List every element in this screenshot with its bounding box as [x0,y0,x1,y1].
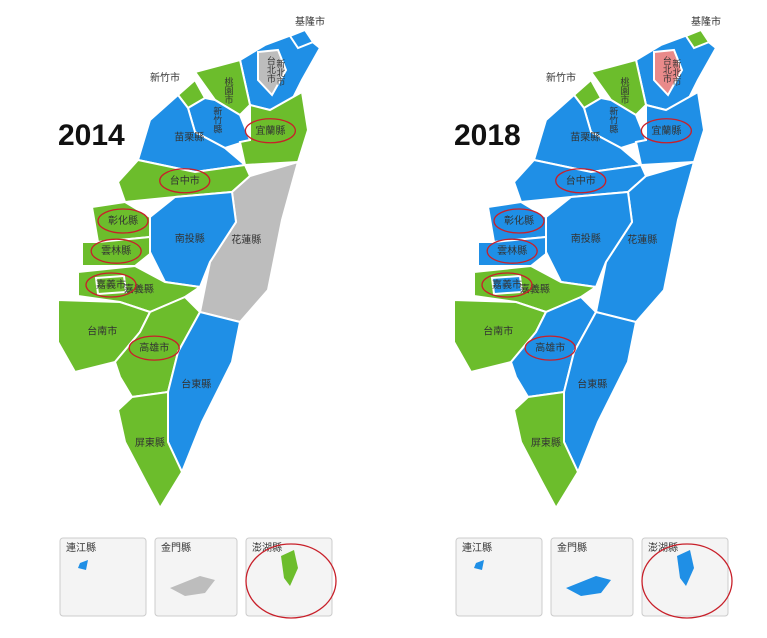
county-label: 宜蘭縣 [255,124,285,137]
county [653,48,684,97]
county-label: 屏東縣 [135,436,165,449]
county-label: 雲林縣 [497,244,527,257]
map-year: 2018 [454,119,521,152]
county-label: 台北市 [661,55,672,84]
highlight-circle [128,335,180,361]
island [170,576,215,596]
inset-box [154,537,238,617]
county-label: 花蓮縣 [231,233,261,246]
county-label: 宜蘭縣 [651,124,681,137]
county-label: 台北市 [265,55,276,84]
taiwan-map: 2014 新北市台北市 基隆市桃園市 新竹市新竹縣宜蘭縣苗栗縣台中市花蓮縣 南投縣 彰化縣… [57,15,337,619]
county-label: 屏東縣 [531,436,561,449]
county-label: 高雄市 [535,341,565,354]
county-label: 桃園市 [223,76,234,105]
county [288,28,315,50]
county [149,190,238,289]
highlight-circle [245,543,337,619]
island [78,560,88,570]
county-label: 台南市 [87,325,117,338]
county [257,48,288,97]
county [545,190,634,289]
map-year: 2014 [58,119,125,152]
county [477,235,547,267]
island-inset: 澎湖縣 [245,537,337,619]
county-label: 台南市 [483,325,513,338]
county-label: 苗栗縣 [174,132,204,144]
county-label: 新竹縣 [211,106,222,134]
county-label: 桃園市 [619,76,630,105]
island-inset: 連江縣 [59,537,147,617]
county-label: 南投縣 [571,232,601,245]
highlight-circle [486,238,538,264]
highlight-circle [244,118,297,144]
island-inset: 連江縣 [455,537,543,617]
inset-box [59,537,147,617]
county-label: 新竹縣 [607,106,618,134]
county-label: 南投縣 [175,232,205,245]
island-label: 澎湖縣 [648,542,678,554]
county [116,390,184,511]
highlight-circle [159,168,211,194]
highlight-circle [481,272,533,298]
county [684,28,711,50]
island-label: 澎湖縣 [252,542,282,554]
county [512,390,580,511]
island-label: 連江縣 [462,541,492,554]
county-label: 台東縣 [181,378,211,391]
county-label: 基隆市 [691,15,721,28]
island [474,560,484,570]
county [193,58,252,117]
county-label: 台中市 [170,174,200,187]
island-inset: 澎湖縣 [641,537,733,619]
inset-box [455,537,543,617]
county-label: 台中市 [566,174,596,187]
county-label: 嘉義市 [96,278,126,291]
highlight-circle [641,543,733,619]
county [81,235,151,267]
county-label: 彰化縣 [504,214,534,227]
island-label: 金門縣 [161,541,191,554]
county-label: 基隆市 [295,15,325,28]
highlight-circle [524,335,576,361]
county [94,274,128,296]
county [490,274,524,296]
county-label: 苗栗縣 [570,132,600,144]
county-label: 新竹市 [546,71,576,84]
county-label: 新竹市 [150,71,180,84]
inset-box [550,537,634,617]
county [589,58,648,117]
highlight-circle [85,272,137,298]
county-label: 花蓮縣 [627,233,657,246]
highlight-circle [640,118,693,144]
county-label: 雲林縣 [101,244,131,257]
county-label: 台東縣 [577,378,607,391]
highlight-circle [493,208,545,234]
highlight-circle [90,238,142,264]
county-label: 高雄市 [139,341,169,354]
island [566,576,611,596]
county-label: 新北市 [670,58,681,87]
island-label: 金門縣 [557,541,587,554]
island [281,550,298,586]
county-label: 嘉義市 [492,278,522,291]
county-label: 新北市 [274,58,285,87]
highlight-circle [555,168,607,194]
island-inset: 金門縣 [154,537,238,617]
taiwan-map: 2018 新北市台北市 基隆市桃園市 新竹市新竹縣宜蘭縣苗栗縣台中市花蓮縣 南投縣 彰化縣… [453,15,733,619]
county-label: 彰化縣 [108,214,138,227]
island-inset: 金門縣 [550,537,634,617]
island [677,550,694,586]
island-label: 連江縣 [66,541,96,554]
highlight-circle [97,208,149,234]
